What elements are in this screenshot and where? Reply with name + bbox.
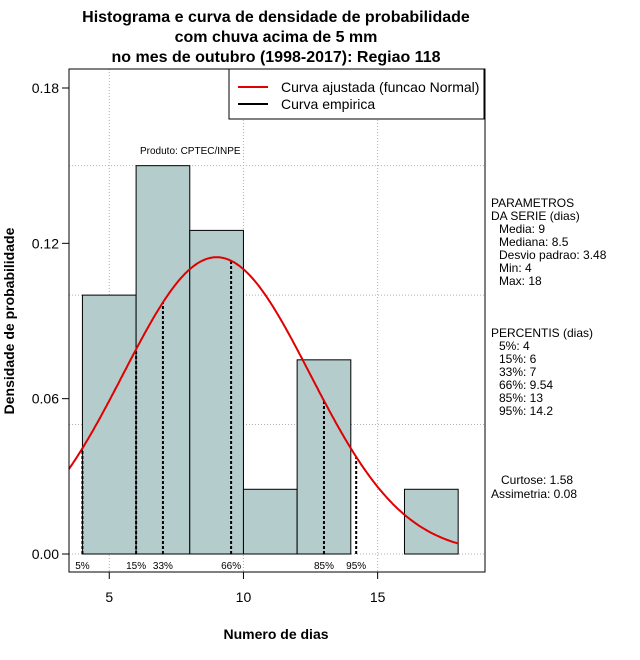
y-tick-label: 0.18 [32, 80, 59, 96]
percentis-line: 85%: 13 [499, 391, 543, 405]
parametros-line: Desvio padrao: 3.48 [499, 248, 607, 262]
histogram-bar [242, 488, 298, 555]
parametros-line: DA SERIE (dias) [491, 209, 580, 223]
percentile-label: 15% [126, 561, 146, 572]
stats-line: Assimetria: 0.08 [491, 487, 577, 501]
legend-label: Curva ajustada (funcao Normal) [281, 79, 479, 95]
stats-line: Curtose: 1.58 [501, 473, 573, 487]
legend-box [228, 68, 485, 120]
parametros-line: Media: 9 [499, 222, 545, 236]
parametros-line: Min: 4 [499, 261, 532, 275]
histogram-bars [81, 165, 459, 555]
percentile-label: 66% [221, 561, 241, 572]
percentile-label: 33% [153, 561, 173, 572]
y-tick-label: 0.12 [32, 235, 59, 251]
legend-label: Curva empirica [281, 96, 375, 112]
title-line: no mes de outubro (1998-2017): Regiao 11… [112, 49, 441, 66]
title-line: Histograma e curva de densidade de proba… [82, 9, 470, 26]
histogram-bar [81, 294, 137, 555]
histogram-bar [135, 165, 191, 555]
percentis-line: 66%: 9.54 [499, 378, 553, 392]
percentis-line: 95%: 14.2 [499, 404, 553, 418]
percentile-label: 85% [314, 561, 334, 572]
parametros-line: Max: 18 [499, 274, 542, 288]
y-tick-label: 0.06 [32, 391, 59, 407]
legend: Curva ajustada (funcao Normal)Curva empi… [228, 68, 485, 120]
y-tick-label: 0.00 [32, 546, 59, 562]
title-line: com chuva acima de 5 mm [175, 29, 378, 46]
histogram-bar [403, 488, 459, 555]
percentile-label: 5% [75, 561, 90, 572]
percentis-line: 5%: 4 [499, 339, 530, 353]
chart-title: Histograma e curva de densidade de proba… [82, 9, 470, 66]
axes: 5 10 15 0.00 0.06 0.12 0.18 [32, 80, 386, 605]
annotation-produto: Produto: CPTEC/INPE [140, 146, 241, 157]
percentis-line: PERCENTIS (dias) [491, 326, 593, 340]
normal-fit-curve [68, 256, 459, 545]
histogram-bar [189, 229, 244, 555]
y-axis-label: Densidade de probabilidade [1, 227, 17, 414]
normal-curve [68, 256, 459, 545]
percentile-lines: 5% 15% 33% 66% 85% 95% [75, 260, 366, 572]
percentile-label: 95% [346, 561, 366, 572]
parametros-line: Mediana: 8.5 [499, 235, 569, 249]
x-tick-label: 10 [236, 589, 252, 605]
x-tick-label: 5 [105, 589, 113, 605]
percentis-line: 33%: 7 [499, 365, 537, 379]
x-tick-label: 15 [370, 589, 386, 605]
x-axis-label: Numero de dias [223, 626, 328, 642]
parametros-line: PARAMETROS [491, 196, 574, 210]
percentis-line: 15%: 6 [499, 352, 537, 366]
